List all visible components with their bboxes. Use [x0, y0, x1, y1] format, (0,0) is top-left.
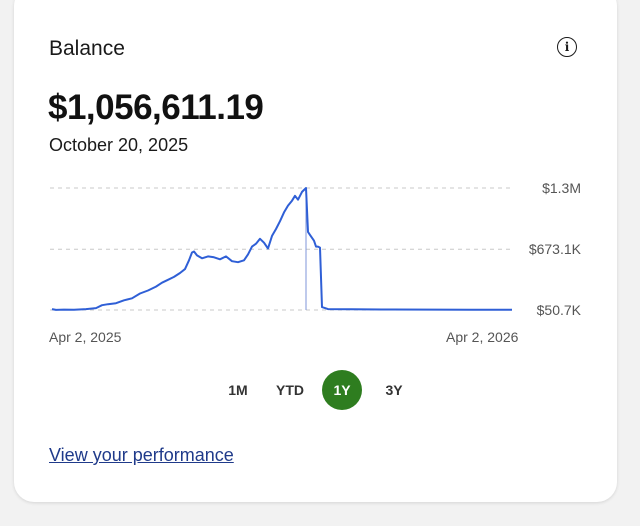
x-axis-end-label: Apr 2, 2026	[446, 329, 519, 345]
balance-value: $1,056,611.19	[48, 88, 264, 127]
y-tick-label: $50.7K	[537, 302, 582, 318]
y-tick-label: $673.1K	[529, 241, 582, 257]
range-ytd-button[interactable]: YTD	[276, 382, 304, 398]
range-1m-button[interactable]: 1M	[228, 382, 248, 398]
y-tick-label: $1.3M	[542, 180, 581, 196]
range-1y-button[interactable]: 1Y	[322, 370, 362, 410]
card-title: Balance	[49, 37, 125, 60]
range-selector: 1M YTD 1Y 3Y	[220, 370, 420, 412]
balance-series-line	[51, 187, 512, 311]
view-performance-link[interactable]: View your performance	[49, 445, 234, 465]
x-axis-start-label: Apr 2, 2025	[49, 329, 122, 345]
info-icon[interactable]: i	[557, 37, 577, 57]
balance-card	[14, 0, 617, 502]
balance-date: October 20, 2025	[49, 135, 189, 155]
range-3y-button[interactable]: 3Y	[385, 382, 403, 398]
